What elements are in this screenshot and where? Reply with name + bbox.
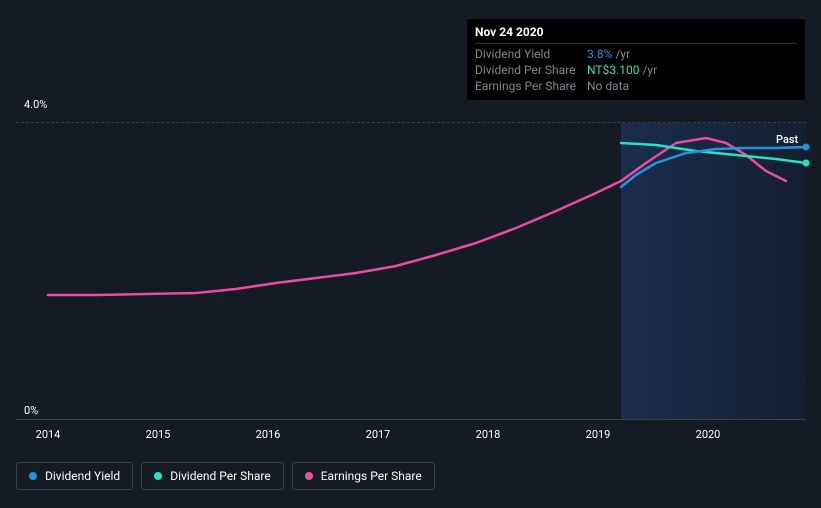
x-axis-tick: 2019 [586, 428, 611, 441]
x-axis-tick: 2014 [36, 428, 61, 441]
legend-item-label: Dividend Yield [45, 469, 120, 483]
x-axis-tick: 2018 [476, 428, 501, 441]
tooltip-row-label: Dividend Per Share [475, 63, 587, 77]
tooltip-date: Nov 24 2020 [475, 25, 797, 44]
series-line [48, 138, 786, 295]
legend-item[interactable]: Dividend Per Share [141, 462, 284, 490]
legend-dot-icon [154, 472, 162, 480]
legend-item-label: Dividend Per Share [170, 469, 271, 483]
x-axis-tick: 2017 [366, 428, 391, 441]
tooltip-row-value: 3.8%/yr [587, 47, 630, 61]
y-axis-max-label: 4.0% [24, 98, 47, 111]
tooltip-row: Dividend Yield3.8%/yr [475, 46, 797, 62]
legend: Dividend Yield Dividend Per Share Earnings… [16, 462, 435, 490]
tooltip-row: Earnings Per ShareNo data [475, 78, 797, 94]
x-axis-tick: 2020 [696, 428, 721, 441]
tooltip-row-label: Earnings Per Share [475, 79, 587, 93]
chart-area: 4.0% 0% Past [16, 100, 806, 420]
legend-dot-icon [29, 472, 37, 480]
tooltip-row-value: No data [587, 79, 629, 93]
x-axis-tick: 2015 [146, 428, 171, 441]
tooltip-row-label: Dividend Yield [475, 47, 587, 61]
series-endpoint-dot [803, 144, 810, 151]
legend-dot-icon [305, 472, 313, 480]
tooltip-row: Dividend Per ShareNT$3.100/yr [475, 62, 797, 78]
legend-item[interactable]: Dividend Yield [16, 462, 133, 490]
series-endpoint-dot [803, 160, 810, 167]
tooltip-row-value: NT$3.100/yr [587, 63, 657, 77]
legend-item[interactable]: Earnings Per Share [292, 462, 435, 490]
x-axis-tick: 2016 [256, 428, 281, 441]
legend-item-label: Earnings Per Share [321, 469, 422, 483]
tooltip: Nov 24 2020 Dividend Yield3.8%/yrDividen… [467, 19, 805, 100]
plot-region: Past [16, 122, 806, 420]
chart-lines-svg [16, 123, 806, 419]
x-axis: 2014 2015 2016 2017 2018 2019 2020 [16, 428, 806, 448]
